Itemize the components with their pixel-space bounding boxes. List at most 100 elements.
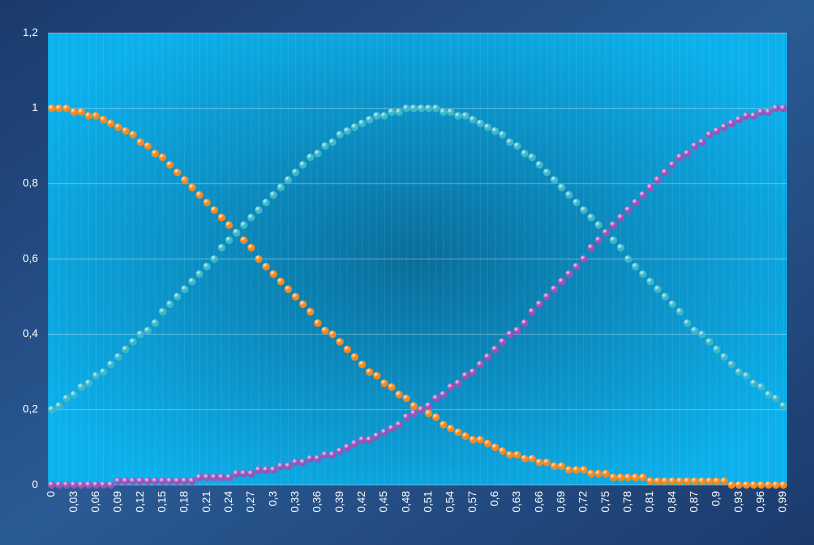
marker-shine [129, 338, 137, 346]
marker-shine [55, 104, 63, 113]
marker-shine [269, 466, 278, 474]
data-point [461, 371, 470, 380]
data-point [269, 466, 278, 474]
marker-shine [779, 402, 788, 410]
marker-shine [121, 127, 130, 135]
marker-shine [705, 130, 714, 139]
marker-shine [690, 142, 699, 150]
marker-shine [779, 104, 788, 113]
data-point [276, 462, 285, 470]
marker-shine [742, 371, 751, 380]
data-point [240, 236, 248, 244]
data-point [151, 149, 159, 158]
data-point [350, 353, 359, 361]
data-point [439, 108, 448, 116]
data-point [121, 345, 130, 354]
data-point [84, 112, 93, 120]
x-tick-label: 0,48 [400, 491, 412, 512]
data-point [247, 243, 256, 252]
marker-shine [173, 477, 182, 486]
data-point [336, 447, 344, 455]
marker-shine [180, 285, 189, 293]
marker-shine [461, 112, 470, 120]
data-point [173, 168, 182, 177]
x-tick-label: 0,51 [422, 491, 434, 512]
marker-shine [240, 469, 248, 478]
data-point [506, 330, 514, 339]
marker-shine [313, 319, 322, 327]
data-point [151, 319, 159, 327]
marker-shine [506, 330, 514, 339]
data-point [240, 221, 248, 229]
x-tick-label: 0,33 [289, 491, 301, 512]
data-point [92, 371, 100, 380]
marker-shine [336, 130, 344, 139]
data-point [513, 451, 522, 459]
data-point [254, 466, 263, 474]
data-point [99, 115, 108, 124]
marker-shine [276, 277, 285, 286]
marker-shine [676, 307, 684, 316]
data-point [313, 149, 322, 158]
data-point [535, 458, 544, 467]
data-point [373, 432, 381, 440]
data-point [698, 330, 706, 339]
marker-shine [476, 360, 485, 369]
data-point [188, 277, 196, 286]
marker-shine [143, 477, 152, 486]
marker-shine [203, 262, 211, 271]
marker-shine [195, 191, 204, 199]
marker-shine [158, 477, 167, 486]
data-point [513, 326, 522, 335]
x-tick-label: 0,57 [467, 491, 479, 512]
marker-shine [705, 477, 714, 486]
marker-shine [609, 473, 618, 482]
data-point [107, 360, 115, 369]
marker-shine [417, 104, 425, 113]
data-point [47, 405, 56, 414]
data-point [291, 168, 300, 177]
marker-shine [365, 368, 374, 376]
x-tick-label: 0,27 [245, 491, 257, 512]
data-point [720, 353, 728, 361]
marker-shine [313, 454, 322, 463]
data-point [727, 481, 736, 489]
data-point [254, 206, 263, 214]
data-point [365, 368, 374, 376]
marker-shine [158, 307, 167, 316]
data-point [92, 112, 100, 120]
marker-shine [129, 477, 137, 486]
marker-shine [62, 481, 71, 489]
data-point [498, 447, 507, 455]
marker-shine [609, 236, 618, 244]
marker-shine [698, 138, 706, 147]
data-point [683, 477, 692, 486]
data-point [358, 119, 366, 128]
marker-shine [668, 300, 677, 309]
marker-shine [720, 123, 728, 131]
data-point [424, 104, 433, 113]
data-point [180, 176, 189, 184]
x-tick-label: 0,69 [556, 491, 568, 512]
data-point [742, 112, 751, 120]
marker-shine [402, 104, 411, 113]
data-point [47, 104, 56, 113]
data-point [705, 338, 714, 346]
x-tick-label: 0,63 [511, 491, 523, 512]
marker-shine [749, 481, 758, 489]
y-tick-label: 0 [32, 479, 38, 491]
marker-shine [483, 439, 492, 448]
marker-shine [446, 108, 455, 116]
marker-shine [166, 161, 174, 169]
data-point [188, 477, 196, 486]
marker-shine [727, 360, 736, 369]
marker-shine [99, 368, 108, 376]
data-point [173, 292, 182, 301]
marker-shine [195, 270, 204, 278]
x-tick-label: 0 [46, 491, 58, 497]
data-point [70, 390, 78, 399]
marker-shine [387, 424, 396, 433]
x-tick-label: 0,6 [489, 491, 501, 506]
data-point [195, 270, 204, 278]
data-point [446, 108, 455, 116]
